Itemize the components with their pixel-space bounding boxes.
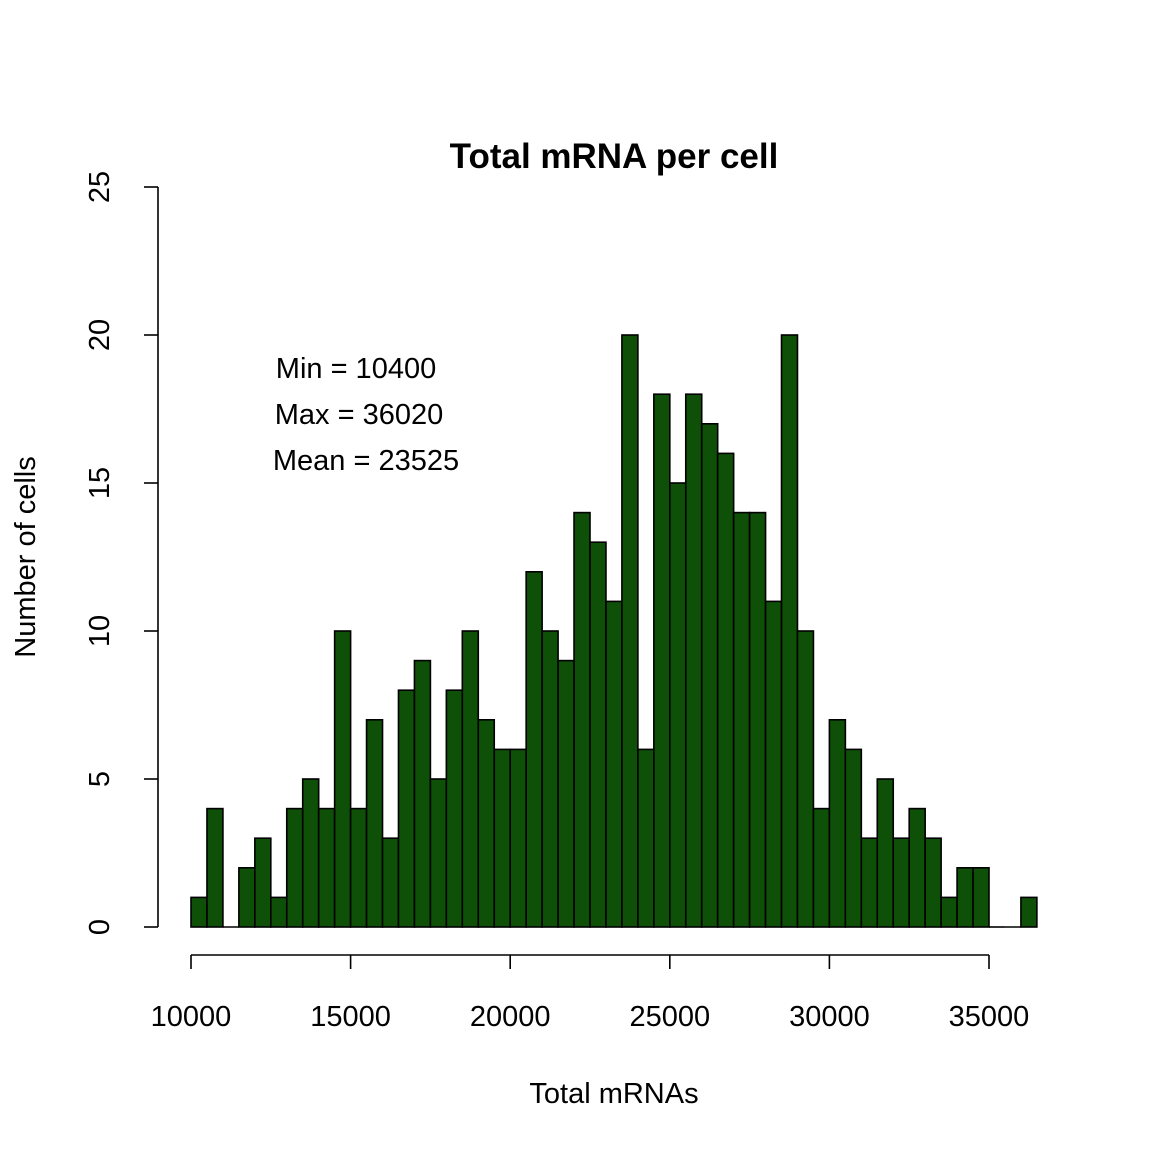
y-tick-label: 20 xyxy=(84,319,116,351)
histogram-bars xyxy=(190,334,1038,928)
histogram-bar xyxy=(190,896,208,928)
histogram-bar xyxy=(206,807,224,928)
histogram-bar xyxy=(780,334,799,928)
x-tick-label: 30000 xyxy=(789,1001,870,1033)
histogram-bar xyxy=(429,778,448,928)
histogram-bar xyxy=(892,837,910,928)
histogram-bar xyxy=(621,334,639,928)
histogram-bar xyxy=(653,393,671,928)
y-tick-label: 5 xyxy=(84,771,116,787)
histogram-bar xyxy=(285,807,304,928)
histogram-bar xyxy=(637,748,655,928)
histogram-bar xyxy=(413,659,432,928)
x-tick-label: 10000 xyxy=(151,1001,232,1033)
histogram-bar xyxy=(493,748,511,928)
y-tick-label: 25 xyxy=(84,171,116,203)
histogram-bar xyxy=(716,452,735,928)
x-tick-label: 15000 xyxy=(310,1001,391,1033)
y-tick-label: 15 xyxy=(84,467,116,499)
histogram-bar xyxy=(349,807,368,928)
histogram-bar xyxy=(301,778,320,928)
histogram-bar xyxy=(269,896,288,928)
histogram-bar xyxy=(254,837,272,928)
histogram-bar xyxy=(668,482,687,928)
histogram-bar xyxy=(461,630,480,928)
summary-stats: Min = 10400 Max = 36020 Mean = 23525 xyxy=(273,353,459,477)
histogram-bar xyxy=(956,866,974,928)
x-tick-label: 25000 xyxy=(629,1001,710,1033)
histogram-bar xyxy=(445,689,464,928)
histogram-bar xyxy=(700,422,719,928)
histogram-bar xyxy=(605,600,623,928)
y-axis: 0 5 10 15 20 25 xyxy=(84,171,159,935)
histogram-bar xyxy=(541,630,559,928)
stat-mean: Mean = 23525 xyxy=(273,445,459,477)
histogram-bar xyxy=(972,866,990,928)
histogram-bar xyxy=(525,570,543,928)
x-axis-label: Total mRNAs xyxy=(529,1078,698,1110)
histogram-bar xyxy=(397,689,416,928)
y-tick-label: 0 xyxy=(84,919,116,935)
chart-title: Total mRNA per cell xyxy=(450,137,779,176)
histogram-bar xyxy=(238,866,256,928)
x-tick-label: 20000 xyxy=(470,1001,551,1033)
histogram-bar xyxy=(589,541,607,928)
histogram-bar xyxy=(876,778,895,928)
histogram-bar xyxy=(764,600,783,928)
histogram-bar xyxy=(381,837,400,928)
stat-max: Max = 36020 xyxy=(275,399,443,431)
x-axis: 10000 15000 20000 25000 30000 35000 xyxy=(151,954,1030,1033)
histogram-bar xyxy=(317,807,336,928)
y-axis-label: Number of cells xyxy=(10,456,42,657)
x-tick-label: 35000 xyxy=(949,1001,1030,1033)
histogram-bar xyxy=(940,896,958,928)
histogram-bar xyxy=(732,511,751,928)
histogram-bar xyxy=(828,718,847,928)
histogram-bar xyxy=(573,511,591,928)
histogram-bar xyxy=(684,393,703,928)
histogram-bar xyxy=(748,511,767,928)
histogram-bar xyxy=(860,837,879,928)
y-tick-label: 10 xyxy=(84,615,116,647)
histogram-bar xyxy=(796,630,815,928)
histogram-bar xyxy=(812,807,831,928)
histogram-bar xyxy=(557,659,575,928)
histogram-bar xyxy=(844,748,863,928)
histogram-bar xyxy=(924,837,942,928)
stat-min: Min = 10400 xyxy=(276,353,436,385)
histogram-bar xyxy=(1020,896,1038,928)
histogram-bar xyxy=(365,718,384,928)
histogram-bar xyxy=(509,748,527,928)
histogram-bar xyxy=(908,807,926,928)
histogram-bar xyxy=(477,718,496,928)
histogram-bar xyxy=(333,630,352,928)
